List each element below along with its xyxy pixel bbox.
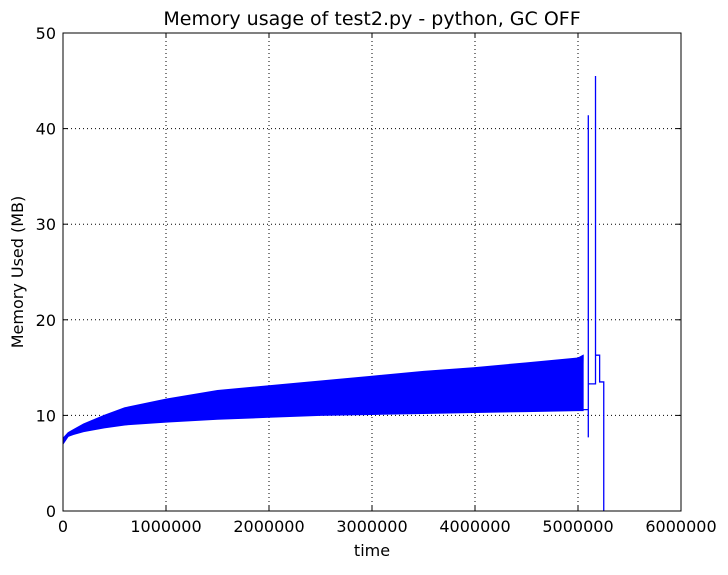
x-tick-label: 4000000 <box>439 517 510 536</box>
y-tick-label: 40 <box>36 120 56 139</box>
y-axis-label: Memory Used (MB) <box>8 196 27 349</box>
chart-title: Memory usage of test2.py - python, GC OF… <box>163 8 580 30</box>
x-tick-label: 6000000 <box>645 517 716 536</box>
data-layer <box>62 76 605 511</box>
grid-lines <box>63 33 681 511</box>
y-tick-label: 30 <box>36 215 56 234</box>
memory-oscillation-band <box>62 354 584 446</box>
memory-band-edge <box>573 355 584 411</box>
x-tick-label: 3000000 <box>336 517 407 536</box>
x-axis-label: time <box>354 541 390 560</box>
x-tick-label: 0 <box>58 517 68 536</box>
x-tick-label: 2000000 <box>233 517 304 536</box>
x-tick-label: 5000000 <box>542 517 613 536</box>
ticks: 0 1000000 2000000 3000000 4000000 5000000 6000… <box>36 24 717 536</box>
y-tick-label: 50 <box>36 24 56 43</box>
y-tick-label: 0 <box>46 502 56 521</box>
memory-usage-line-tail <box>583 76 605 511</box>
x-tick-label: 1000000 <box>130 517 201 536</box>
y-tick-label: 10 <box>36 406 56 425</box>
y-tick-label: 20 <box>36 311 56 330</box>
